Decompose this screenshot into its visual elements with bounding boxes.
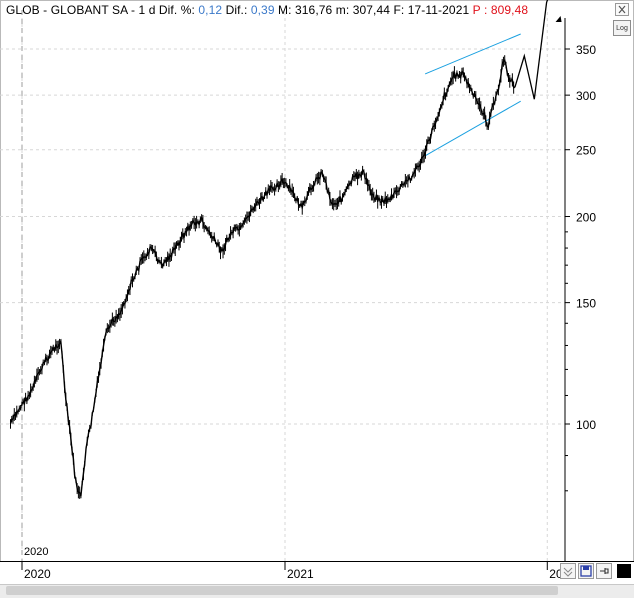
y-tick-label: 300	[576, 89, 596, 103]
series-layer	[9, 0, 562, 499]
header-stats: M: 316,76 m: 307,44 F: 17-11-2021	[274, 3, 473, 17]
price-line-58	[9, 58, 516, 497]
log-scale-button[interactable]: Log	[613, 20, 631, 36]
y-axis: 100 150 200 250 300 350	[565, 43, 596, 492]
inner-year-label: 2020	[24, 546, 48, 558]
channel-line	[424, 100, 521, 157]
save-icon[interactable]	[578, 563, 594, 579]
dif-value: 0,39	[250, 3, 275, 17]
projection-arrow	[555, 16, 562, 22]
close-icon[interactable]	[615, 3, 629, 16]
x-axis-ticks: 2020 2021 20	[21, 562, 560, 581]
dif-pct-value: 0,12	[198, 3, 223, 17]
x-axis: 2020 2021 20	[0, 561, 634, 584]
color-swatch[interactable]	[617, 564, 631, 578]
projection-line	[514, 0, 549, 100]
x-tick-label: 20	[549, 567, 560, 581]
projection-value: P : 809,48	[472, 3, 529, 17]
x-tick-label: 2020	[24, 567, 51, 581]
chart-header: GLOB - GLOBANT SA - 1 d Dif. %: 0,12 Dif…	[6, 3, 528, 18]
y-tick-label: 100	[576, 418, 596, 432]
y-tick-label: 350	[576, 43, 596, 57]
channel-line	[424, 33, 521, 75]
pin-icon[interactable]	[596, 563, 612, 579]
trend-channel	[424, 33, 521, 157]
zoom-icon[interactable]	[560, 563, 576, 579]
y-tick-label: 250	[576, 144, 596, 158]
scrollbar-thumb[interactable]	[6, 586, 558, 595]
dif-label: Dif.:	[222, 3, 251, 17]
grid	[0, 12, 565, 561]
y-tick-label: 200	[576, 211, 596, 225]
x-tick-label: 2021	[287, 567, 314, 581]
y-tick-label: 150	[576, 297, 596, 311]
header-prefix: GLOB - GLOBANT SA - 1 d Dif. %:	[6, 3, 199, 17]
